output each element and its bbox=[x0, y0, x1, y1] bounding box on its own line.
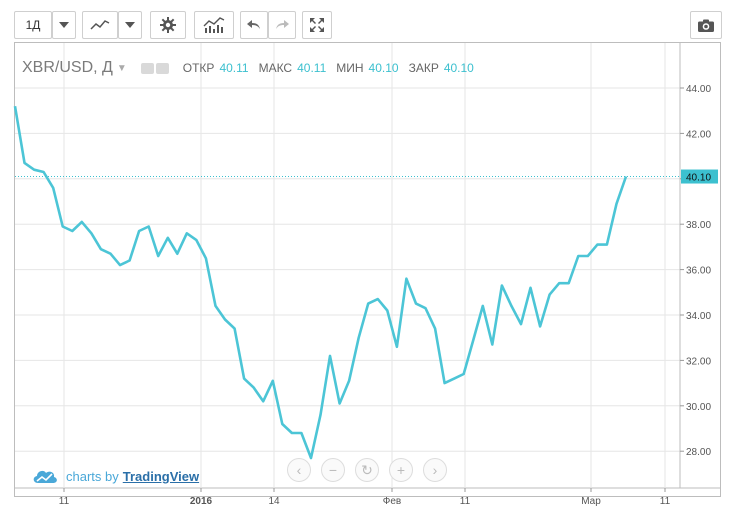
snapshot-button[interactable] bbox=[690, 11, 722, 39]
low-label: МИН bbox=[336, 61, 364, 75]
redo-button[interactable] bbox=[268, 11, 296, 39]
y-tick-label: 34.00 bbox=[686, 311, 711, 322]
high-value: 40.11 bbox=[297, 61, 327, 75]
y-tick-label: 28.00 bbox=[686, 447, 711, 458]
reset-button[interactable]: ↻ bbox=[355, 458, 379, 482]
zoom-out-button[interactable]: − bbox=[321, 458, 345, 482]
undo-button[interactable] bbox=[240, 11, 268, 39]
eye-icon[interactable] bbox=[140, 62, 154, 74]
chart-frame bbox=[14, 42, 721, 497]
chevron-down-icon[interactable]: ▼ bbox=[116, 62, 127, 74]
close-value: 40.10 bbox=[443, 61, 474, 75]
chart-style-button[interactable] bbox=[82, 11, 118, 39]
series-settings-icon[interactable] bbox=[155, 62, 169, 74]
x-tick-label: Фев bbox=[383, 496, 401, 507]
x-tick-label: 2016 bbox=[190, 496, 213, 507]
gear-icon bbox=[160, 17, 176, 33]
symbol-label[interactable]: XBR/USD, Д bbox=[22, 59, 113, 76]
y-tick-label: 44.00 bbox=[686, 84, 711, 95]
open-value: 40.11 bbox=[219, 61, 249, 75]
chart-legend: XBR/USD, Д ▼ ОТКР 40.11 МАКС 40.11 МИН 4… bbox=[22, 58, 484, 78]
x-tick-label: Мар bbox=[581, 496, 601, 507]
x-tick-label: 11 bbox=[460, 496, 471, 507]
zoom-in-button[interactable]: + bbox=[389, 458, 413, 482]
camera-icon bbox=[698, 19, 714, 32]
x-tick-label: 11 bbox=[660, 496, 671, 507]
y-tick-label: 32.00 bbox=[686, 356, 711, 367]
open-label: ОТКР bbox=[182, 61, 215, 75]
y-tick-label: 36.00 bbox=[686, 266, 711, 277]
low-value: 40.10 bbox=[368, 61, 399, 75]
x-tick-label: 11 bbox=[59, 496, 70, 507]
interval-button[interactable]: 1Д bbox=[14, 11, 52, 39]
settings-button[interactable] bbox=[150, 11, 186, 39]
indicators-button[interactable] bbox=[194, 11, 234, 39]
scroll-left-button[interactable]: ‹ bbox=[287, 458, 311, 482]
y-tick-label: 30.00 bbox=[686, 402, 711, 413]
chart-style-dropdown-button[interactable] bbox=[118, 11, 142, 39]
chevron-down-icon bbox=[125, 22, 135, 28]
y-tick-label: 42.00 bbox=[686, 129, 711, 140]
chevron-down-icon bbox=[59, 22, 69, 28]
x-tick-label: 14 bbox=[268, 496, 280, 507]
fullscreen-button[interactable] bbox=[302, 11, 332, 39]
interval-dropdown-button[interactable] bbox=[52, 11, 76, 39]
toolbar: 1Д bbox=[0, 0, 750, 42]
last-price-tag bbox=[681, 169, 718, 184]
high-label: МАКС bbox=[258, 61, 293, 75]
branding-link[interactable]: TradingView bbox=[122, 468, 200, 484]
undo-icon bbox=[247, 20, 260, 29]
y-tick-label: 38.00 bbox=[686, 220, 711, 231]
scroll-right-button[interactable]: › bbox=[423, 458, 447, 482]
interval-label: 1Д bbox=[25, 18, 41, 32]
close-label: ЗАКР bbox=[408, 61, 439, 75]
indicators-icon bbox=[203, 17, 225, 33]
cloud-icon bbox=[33, 470, 57, 483]
branding[interactable]: charts by TradingView bbox=[32, 468, 199, 484]
fullscreen-icon bbox=[310, 18, 324, 32]
price-line bbox=[13, 105, 628, 460]
line-chart-icon bbox=[90, 20, 110, 30]
last-price-label: 40.10 bbox=[686, 173, 711, 184]
redo-icon bbox=[276, 20, 289, 29]
branding-prefix: charts by bbox=[66, 468, 119, 484]
